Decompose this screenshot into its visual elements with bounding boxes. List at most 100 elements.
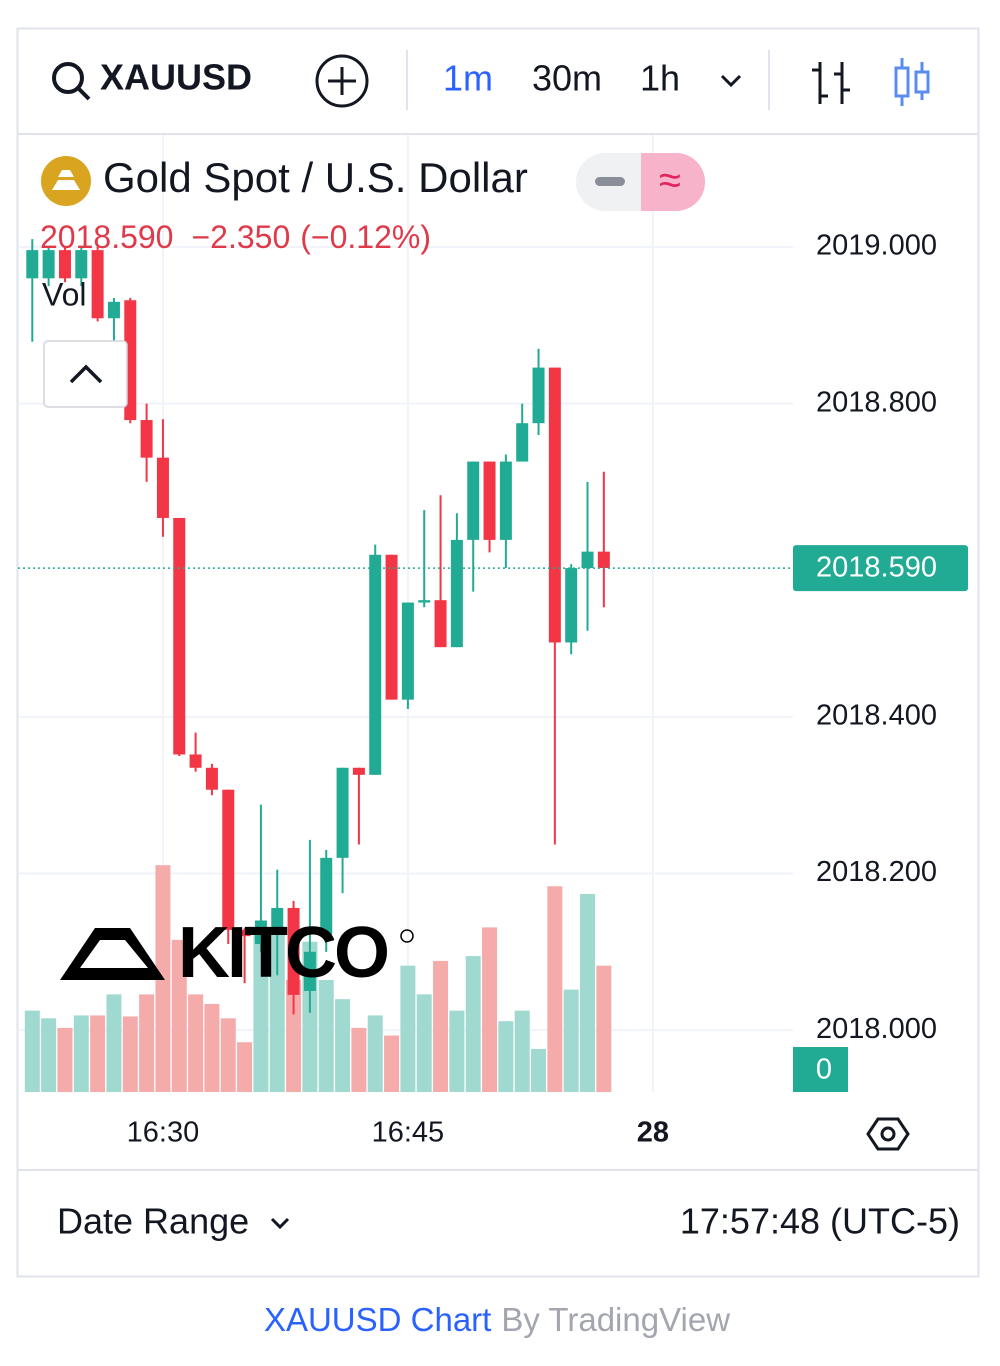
volume-bar	[547, 886, 563, 1092]
candle-body	[499, 461, 512, 540]
volume-bar	[416, 994, 432, 1092]
watermark: KITCO	[60, 913, 414, 993]
candle-body	[516, 423, 529, 462]
volume-bar	[106, 994, 122, 1092]
volume-bar	[57, 1027, 73, 1092]
volume-bar	[449, 1010, 465, 1092]
volume-bar	[335, 999, 351, 1092]
volume-bar	[514, 1010, 530, 1092]
candle-body	[369, 554, 382, 775]
collapse-button[interactable]	[43, 340, 128, 408]
settings-icon	[880, 1126, 896, 1142]
y-tick-label: 2019.000	[816, 230, 937, 262]
volume-bar	[171, 939, 187, 1092]
volume-bar	[563, 989, 579, 1092]
volume-label: Vol	[42, 276, 86, 312]
candle-body	[156, 457, 169, 518]
interval[interactable]: 1m	[443, 58, 493, 99]
toggle-active[interactable]	[641, 153, 705, 211]
y-tick-label: 2018.200	[816, 856, 937, 888]
last-price-label: 2018.590	[816, 552, 937, 584]
quote-change: −2.350	[191, 219, 290, 255]
volume-tick-box	[793, 1047, 848, 1092]
credit-link[interactable]: XAUUSD Chart	[264, 1301, 491, 1338]
volume-bar	[531, 1048, 547, 1092]
volume-bar	[41, 1018, 57, 1092]
quote: 2018.590 −2.350 (−0.12%)	[40, 219, 431, 255]
gold-bars	[52, 170, 80, 190]
candle-body	[532, 367, 545, 424]
candle-body	[467, 461, 480, 540]
candle-body	[336, 767, 349, 858]
toggle-minus	[595, 177, 625, 186]
candle-body	[548, 367, 561, 643]
x-tick-label: 28	[637, 1117, 669, 1149]
candle-body	[597, 551, 610, 569]
candle-body	[254, 920, 267, 944]
candle-body	[205, 767, 218, 790]
volume-bar	[122, 1016, 138, 1092]
volume-bar	[253, 927, 269, 1092]
candle-body	[173, 517, 186, 755]
y-tick-label: 2018.400	[816, 700, 937, 732]
candle-body	[107, 301, 120, 319]
date-range[interactable]: Date Range	[57, 1201, 249, 1242]
volume-bar	[482, 927, 498, 1092]
x-tick-label: 16:30	[127, 1117, 200, 1149]
quote-last: 2018.590	[40, 219, 173, 255]
volume-bar	[498, 1021, 514, 1092]
volume-bar	[351, 1027, 367, 1092]
volume-bar	[400, 965, 416, 1092]
volume-bar	[204, 1003, 220, 1092]
candle-body	[401, 602, 414, 700]
volume-bar	[596, 965, 612, 1092]
volume-bar	[384, 1035, 400, 1092]
chart-title: Gold Spot / U.S. Dollar	[103, 154, 528, 201]
candle-body	[385, 554, 398, 700]
interval[interactable]: 30m	[532, 58, 602, 99]
settings-button[interactable]	[866, 1117, 910, 1151]
candle-body	[303, 951, 316, 991]
axes: 2018.000 2018.200 2018.400 2018.800 2019.000…	[127, 230, 968, 1149]
add-button[interactable]	[315, 54, 369, 108]
volume-bar	[90, 1015, 106, 1092]
candle-body	[75, 250, 88, 279]
registered-mark	[400, 929, 414, 943]
candles-style-body	[894, 66, 910, 98]
candle-body	[565, 568, 578, 643]
candle-body	[287, 907, 300, 995]
candle-body	[450, 539, 463, 648]
volume-bar	[269, 932, 285, 1092]
interval[interactable]: 1h	[640, 58, 680, 99]
plot	[18, 239, 793, 1092]
candle-body	[42, 250, 55, 279]
collapse-icon	[69, 364, 103, 384]
volume-bar	[73, 1015, 89, 1092]
candle-body	[26, 250, 39, 279]
date-range-menu[interactable]	[270, 1217, 290, 1230]
volume-bar	[367, 1015, 383, 1092]
bars-style[interactable]	[812, 62, 850, 104]
search-icon[interactable]	[52, 62, 84, 94]
candle-body	[189, 754, 202, 768]
candle-body	[140, 420, 153, 458]
candle-body	[58, 250, 71, 279]
candle-body	[238, 929, 251, 937]
volume-bar	[188, 994, 204, 1092]
y-tick-label: 2018.800	[816, 386, 937, 418]
interval-menu[interactable]	[720, 74, 742, 88]
volume-tick-label: 0	[816, 1054, 832, 1086]
candle-body	[271, 907, 284, 928]
volume-bar	[465, 956, 481, 1092]
volume-bar	[139, 994, 155, 1092]
search-icon-handle	[76, 86, 91, 101]
symbol[interactable]: XAUUSD	[100, 57, 252, 98]
quote-change-pct: (−0.12%)	[300, 219, 431, 255]
credit: XAUUSD Chart By TradingView	[264, 1301, 730, 1338]
volume-bar	[220, 1018, 236, 1092]
clock: 17:57:48 (UTC-5)	[680, 1201, 960, 1242]
watermark-text: KITCO	[178, 913, 387, 993]
candle-body	[222, 789, 235, 930]
volume-bar	[580, 893, 596, 1092]
volume-bar	[318, 980, 334, 1092]
